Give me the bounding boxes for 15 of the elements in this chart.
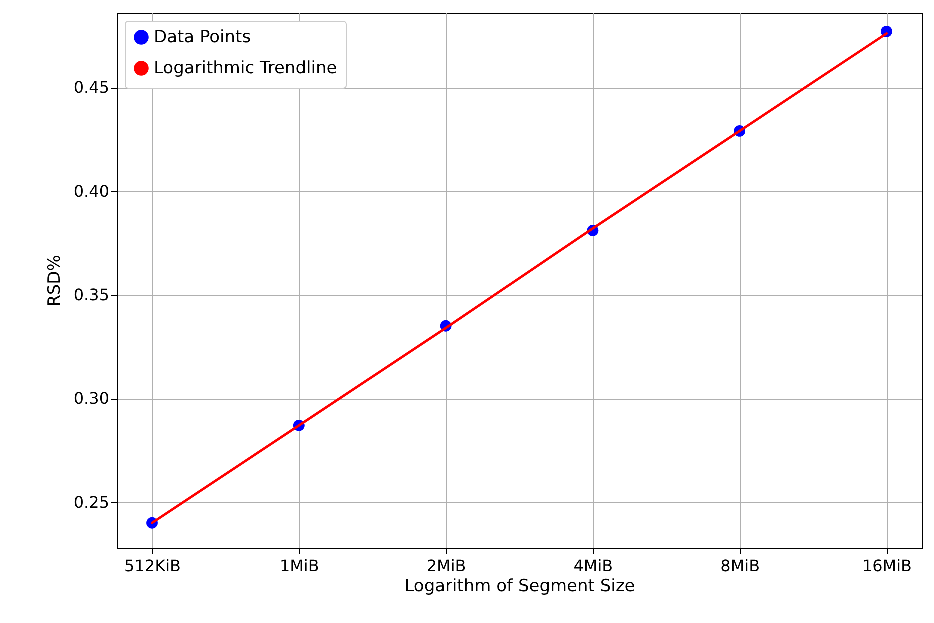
y-tick-label: 0.30 xyxy=(74,389,110,408)
y-tick-label: 0.35 xyxy=(74,286,110,305)
x-tick-label: 16MiB xyxy=(862,556,912,576)
legend-label: Logarithmic Trendline xyxy=(154,58,338,78)
x-tick-label: 512KiB xyxy=(124,556,181,576)
y-axis-title: RSD% xyxy=(44,255,65,307)
x-tick-label: 8MiB xyxy=(720,556,760,576)
y-tick-label: 0.45 xyxy=(74,78,110,98)
legend-label: Data Points xyxy=(154,28,252,48)
y-tick-label: 0.25 xyxy=(74,492,110,512)
x-axis-title: Logarithm of Segment Size xyxy=(404,576,636,596)
x-tick-label: 1MiB xyxy=(280,556,320,576)
x-tick-label: 2MiB xyxy=(426,556,466,576)
x-tick-label: 4MiB xyxy=(574,556,614,576)
y-tick-label: 0.40 xyxy=(74,182,110,201)
